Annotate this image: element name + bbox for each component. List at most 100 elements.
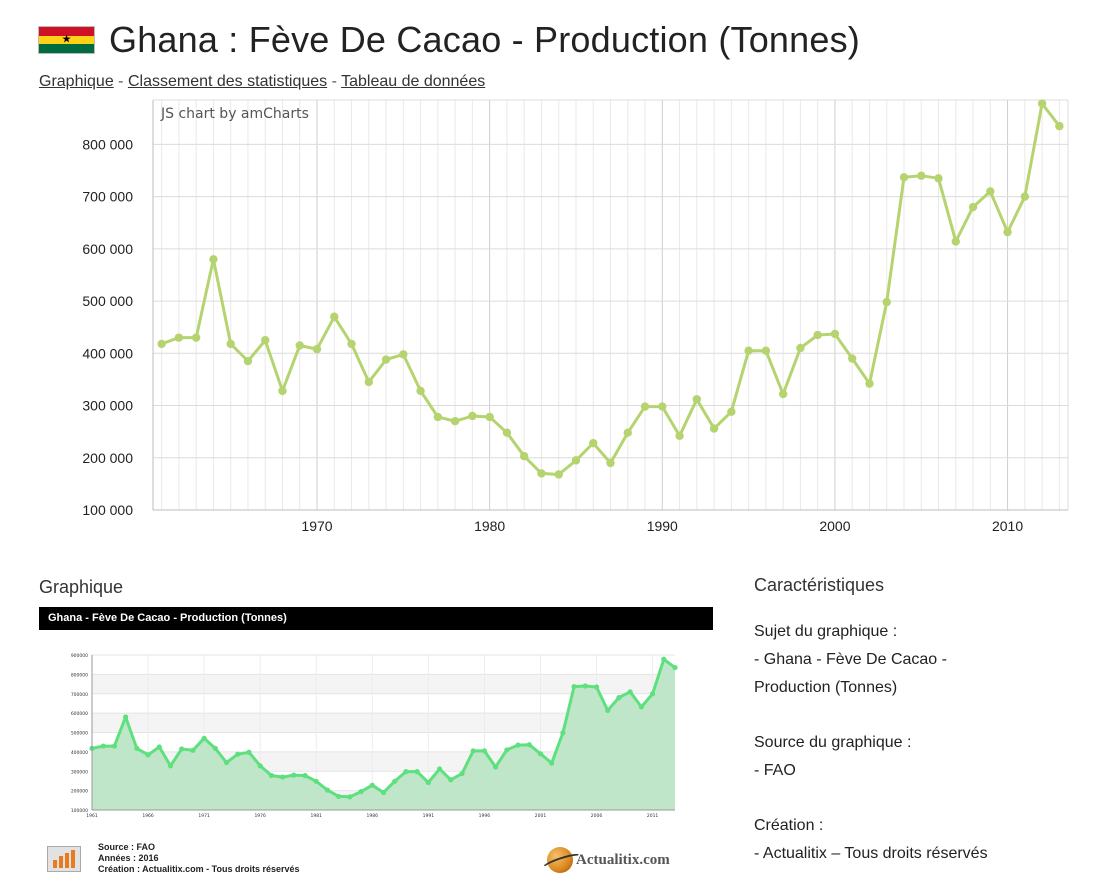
nav-separator: -: [331, 73, 337, 90]
data-point: [392, 778, 398, 784]
data-point: [778, 389, 788, 399]
nav-link-tableau[interactable]: Tableau de données: [341, 73, 486, 90]
data-point: [291, 772, 297, 778]
data-point: [1037, 99, 1047, 108]
data-point: [830, 329, 840, 339]
data-point: [179, 746, 185, 752]
series-area-fill: [92, 659, 675, 810]
data-point: [571, 456, 581, 465]
data-point: [899, 173, 909, 182]
x-tick-label: 1991: [423, 813, 435, 819]
data-point: [796, 343, 805, 353]
y-tick-label: 400000: [71, 750, 88, 756]
data-point: [672, 664, 678, 671]
actualitix-brand-text: Actualitix.com: [576, 851, 670, 868]
data-point: [934, 174, 943, 183]
grid-band: [92, 655, 675, 675]
y-tick-label: 200 000: [82, 450, 133, 466]
data-point: [606, 458, 615, 468]
data-point: [100, 743, 106, 749]
data-point: [638, 704, 644, 710]
thumb-chart-title: Ghana - Fève De Cacao - Production (Tonn…: [39, 607, 713, 630]
x-tick-label: 1996: [479, 813, 491, 819]
thumb-source: Source : FAO: [98, 842, 156, 852]
y-tick-label: 700 000: [82, 189, 133, 205]
globe-icon: [547, 847, 573, 873]
carac-subject-label: Sujet du graphique :: [754, 623, 898, 640]
thumb-footer: Source : FAO Années : 2016 Création : Ac…: [47, 842, 300, 875]
data-point: [968, 202, 978, 212]
data-point: [190, 747, 196, 753]
data-point: [640, 402, 650, 411]
data-point: [313, 778, 319, 784]
data-point: [986, 187, 995, 196]
data-point: [515, 742, 521, 748]
data-point: [593, 684, 600, 690]
page-title: Ghana : Fève De Cacao - Production (Tonn…: [109, 19, 860, 60]
data-point: [554, 470, 563, 479]
data-point: [605, 707, 611, 714]
grid-band: [92, 674, 675, 694]
x-tick-label: 1961: [86, 813, 98, 819]
y-tick-label: 200000: [71, 789, 88, 795]
data-point: [549, 760, 555, 766]
data-point: [450, 417, 460, 426]
data-point: [261, 336, 270, 345]
chart-nav: Graphique - Classement des statistiques …: [39, 73, 485, 91]
data-point: [623, 428, 632, 437]
data-point: [537, 469, 546, 478]
data-point: [526, 742, 532, 748]
data-point: [156, 744, 162, 750]
data-point: [470, 748, 476, 754]
data-point: [399, 350, 408, 359]
data-point: [209, 255, 218, 264]
data-point: [358, 788, 364, 795]
carac-subject-line1: - Ghana - Fève De Cacao -: [754, 651, 947, 668]
data-point: [380, 789, 387, 796]
x-tick-label: 1980: [474, 518, 505, 534]
grid-band: [92, 693, 675, 714]
x-tick-label: 2011: [647, 813, 659, 819]
data-point: [692, 395, 702, 404]
y-tick-label: 500 000: [82, 293, 133, 309]
nav-link-classement[interactable]: Classement des statistiques: [127, 73, 328, 90]
x-tick-label: 1970: [301, 518, 332, 534]
nav-separator: -: [118, 73, 124, 90]
bar-chart-icon: [47, 845, 81, 872]
data-point: [347, 339, 356, 349]
data-point: [459, 770, 465, 777]
data-point: [502, 428, 512, 437]
y-tick-label: 300000: [71, 769, 88, 775]
data-point: [582, 683, 588, 689]
data-point: [257, 763, 263, 769]
carac-heading: Caractéristiques: [754, 575, 885, 595]
carac-source-label: Source du graphique :: [754, 734, 912, 751]
data-point: [571, 683, 577, 690]
y-tick-label: 100000: [71, 808, 88, 814]
y-tick-label: 900000: [71, 653, 88, 659]
data-point: [145, 752, 151, 758]
data-point: [416, 386, 425, 396]
data-point: [882, 297, 891, 307]
data-point: [278, 386, 287, 396]
data-point: [134, 745, 140, 751]
y-tick-label: 600 000: [82, 241, 133, 257]
data-point: [324, 787, 331, 793]
nav-link-graphique[interactable]: Graphique: [39, 73, 114, 90]
main-line-chart[interactable]: 100 000 200 000 300 000 400 000 500 000 600 0…: [0, 88, 1100, 548]
data-point: [709, 424, 719, 433]
data-point: [212, 745, 218, 751]
data-point: [560, 730, 566, 736]
data-point: [433, 412, 443, 422]
data-point: [369, 782, 375, 788]
actualitix-logo: Actualitix.com: [547, 847, 670, 873]
data-point: [330, 312, 339, 321]
data-point: [364, 377, 374, 387]
data-point: [727, 407, 736, 417]
thumb-creation: Création : Actualitix.com - Tous droits …: [98, 864, 300, 874]
data-point: [436, 766, 443, 772]
x-tick-label: 1971: [198, 813, 210, 819]
ghana-flag-icon: ★: [38, 26, 95, 54]
carac-creation-value: - Actualitix – Tous droits réservés: [754, 845, 988, 862]
data-point: [279, 774, 286, 780]
